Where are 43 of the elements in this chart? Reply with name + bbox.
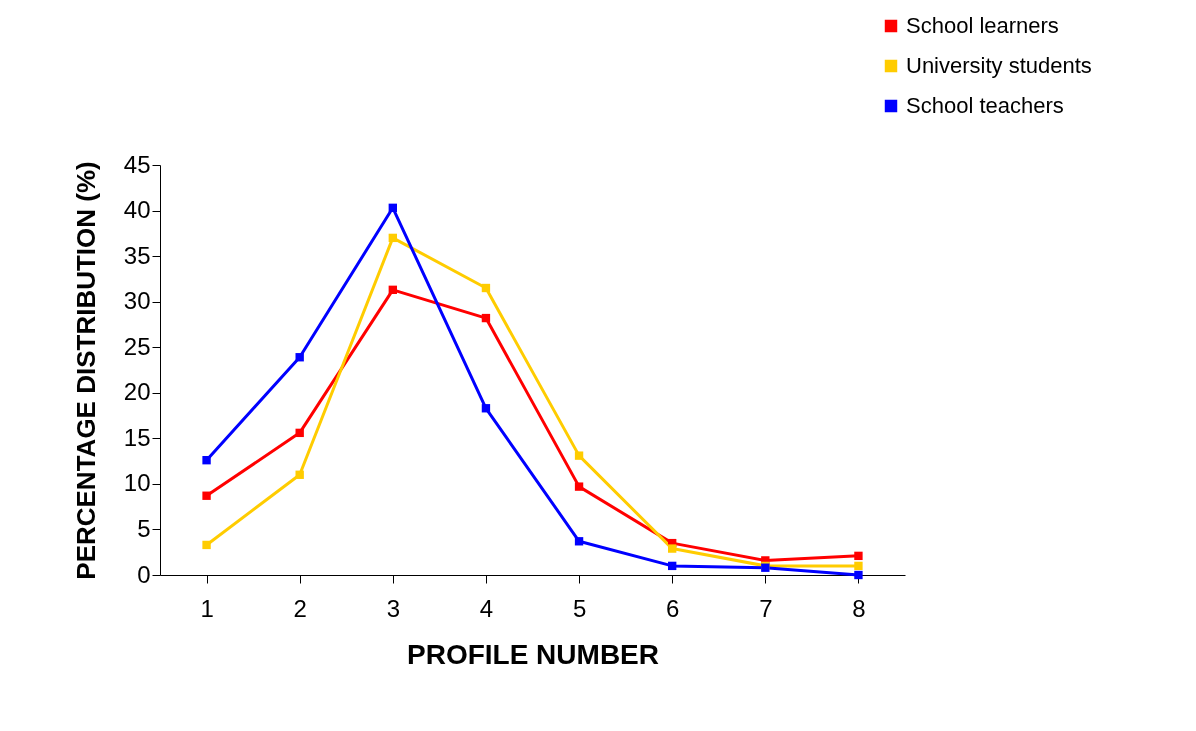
- y-tick-label: 40: [123, 196, 151, 224]
- point: [854, 551, 863, 561]
- x-tick-label: 3: [386, 594, 400, 622]
- x-tick-label: 2: [293, 594, 307, 622]
- point: [202, 540, 211, 550]
- legend-label: School learners: [906, 13, 1059, 38]
- y-tick-label: 15: [123, 423, 151, 451]
- y-tick-label: 10: [123, 469, 151, 497]
- point: [574, 451, 584, 460]
- legend-label: School teachers: [906, 93, 1064, 118]
- y-tick-label: 5: [137, 514, 151, 542]
- y-tick-label: 45: [123, 150, 151, 178]
- legend-label: University students: [906, 53, 1092, 78]
- y-axis-title: PERCENTAGE DISTRIBUTION (%): [70, 161, 101, 580]
- point: [574, 482, 584, 491]
- x-tick-label: 5: [572, 594, 587, 622]
- point: [854, 570, 863, 580]
- point: [481, 404, 491, 413]
- y-tick-label: 30: [123, 287, 151, 315]
- point: [388, 285, 397, 295]
- point: [295, 428, 304, 438]
- x-tick-label: 6: [666, 594, 680, 622]
- point: [854, 561, 863, 571]
- point: [295, 353, 304, 362]
- x-tick-label: 1: [200, 594, 214, 622]
- y-tick-label: 25: [123, 332, 151, 360]
- point: [481, 313, 491, 323]
- point: [388, 203, 397, 213]
- x-tick-label: 8: [852, 594, 866, 622]
- point: [202, 491, 211, 500]
- x-axis-title: PROFILE NUMBER: [407, 638, 659, 670]
- x-tick-label: 4: [479, 594, 494, 622]
- point: [295, 470, 304, 479]
- point: [668, 544, 677, 553]
- point: [202, 456, 211, 465]
- point: [388, 233, 397, 243]
- x-tick-label: 7: [759, 594, 773, 622]
- point: [574, 537, 584, 546]
- y-tick-label: 35: [123, 241, 151, 269]
- y-tick-label: 0: [137, 560, 151, 588]
- y-tick-label: 20: [123, 378, 151, 406]
- point: [668, 561, 677, 571]
- point: [481, 283, 491, 293]
